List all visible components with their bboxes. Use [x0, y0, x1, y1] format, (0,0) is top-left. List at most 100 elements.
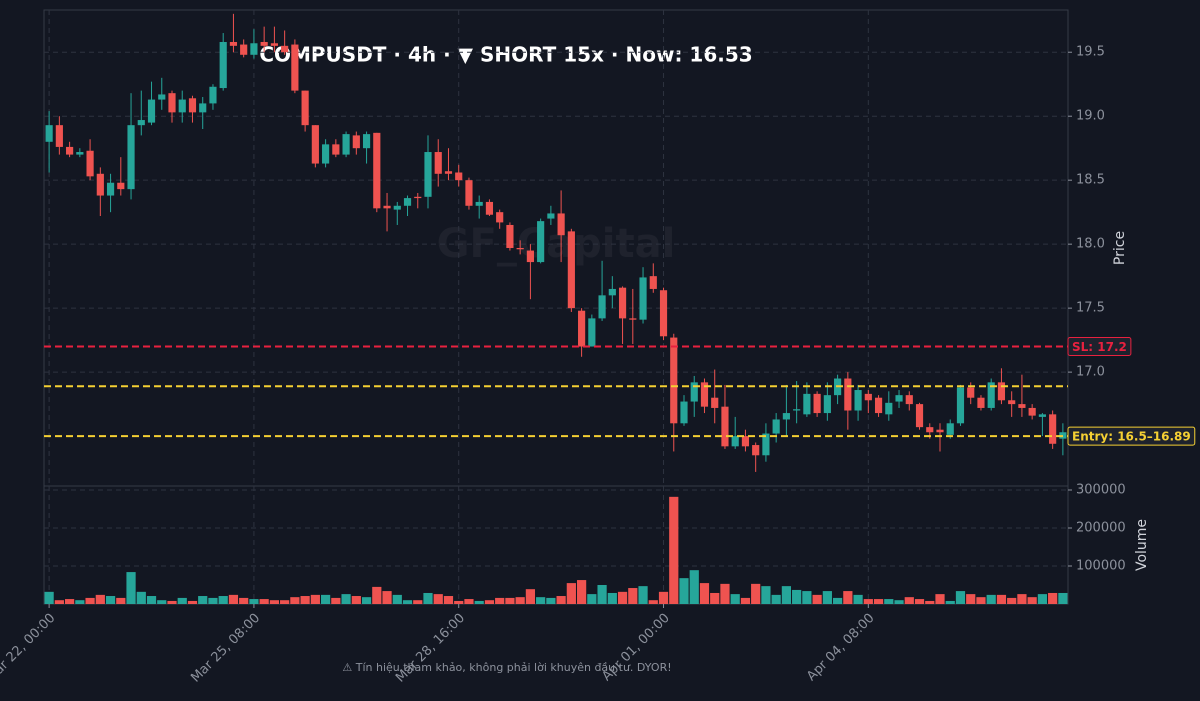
candle-body — [322, 144, 330, 164]
volume-bar — [873, 599, 884, 604]
candle-body — [158, 94, 166, 100]
volume-bar — [607, 592, 617, 604]
candle-body — [352, 135, 360, 149]
y-tick-label: 17.0 — [1076, 365, 1105, 380]
volume-bar — [822, 591, 832, 604]
volume-bar — [894, 600, 904, 604]
candle-body — [946, 423, 954, 435]
candle-body — [782, 413, 790, 420]
candle-body — [813, 393, 821, 414]
candle-body — [373, 132, 381, 209]
candle-body — [76, 152, 84, 155]
volume-bar — [341, 594, 351, 604]
volume-bar — [976, 597, 986, 604]
volume-bar — [372, 586, 382, 604]
candle-body — [393, 205, 401, 210]
volume-bar — [771, 594, 781, 604]
candle-body — [434, 152, 442, 174]
candle-body — [752, 445, 760, 456]
candle-body — [137, 120, 145, 126]
candle-body — [301, 90, 309, 126]
entry-label: Entry: 16.5–16.89 — [1072, 430, 1191, 444]
volume-bar — [474, 600, 484, 604]
volume-bar — [136, 591, 146, 604]
volume-bar — [536, 597, 546, 604]
volume-bar — [689, 570, 699, 604]
volume-bar — [228, 594, 239, 604]
candle-body — [680, 401, 688, 424]
volume-bar — [402, 600, 413, 604]
candle-body — [66, 146, 74, 155]
volume-bar — [126, 572, 136, 604]
volume-bar — [925, 600, 935, 604]
candle-body — [967, 387, 975, 398]
volume-bar — [720, 583, 730, 604]
candle-body — [229, 41, 238, 46]
volume-bar — [105, 596, 116, 604]
candle-body — [926, 427, 934, 433]
volume-bar — [699, 583, 710, 604]
candle-body — [711, 397, 719, 408]
volume-bar — [792, 589, 802, 604]
volume-bar — [515, 597, 525, 604]
volume-bar — [1017, 594, 1027, 604]
y-tick-label: 18.5 — [1076, 173, 1105, 188]
candle-body — [700, 382, 709, 407]
volume-tick-label: 100000 — [1076, 558, 1126, 573]
candle-body — [444, 171, 453, 174]
candle-body — [209, 86, 217, 104]
candle-body — [260, 41, 268, 46]
volume-bar — [730, 594, 740, 604]
volume-bar — [1037, 594, 1048, 604]
candle-body — [741, 436, 750, 447]
candle-body — [414, 196, 422, 199]
volume-bar — [75, 600, 85, 604]
candle-body — [281, 45, 289, 53]
volume-bar — [157, 600, 167, 604]
candle-body — [537, 221, 545, 263]
volume-bar — [198, 596, 208, 604]
candle-body — [721, 406, 729, 447]
volume-bar — [884, 599, 894, 604]
volume-bar — [617, 591, 628, 604]
candle-body — [168, 93, 176, 113]
candle-body — [649, 276, 657, 289]
volume-bar — [505, 597, 515, 604]
volume-bar — [966, 594, 976, 604]
volume-bar — [679, 578, 689, 604]
candle-body — [485, 201, 494, 215]
y-tick-label: 19.5 — [1076, 45, 1105, 60]
chart-title: COMPUSDT · 4h · ▼ SHORT 15x · Now: 16.53 — [259, 43, 752, 67]
candle-body — [690, 382, 698, 402]
volume-bar — [54, 600, 64, 604]
candle-body — [618, 287, 627, 319]
volume-bar — [945, 600, 955, 604]
candle-body — [496, 212, 504, 223]
volume-bar — [464, 599, 474, 604]
candle-body — [147, 99, 156, 123]
volume-bar — [781, 586, 792, 604]
volume-tick-label: 200000 — [1076, 520, 1126, 535]
y-axis-label: Price — [1112, 231, 1128, 265]
candle-body — [86, 150, 94, 177]
candle-body — [731, 436, 739, 447]
candle-body — [823, 395, 831, 414]
volume-bar — [863, 599, 873, 604]
volume-bar — [331, 597, 341, 604]
volume-axis-label: Volume — [1134, 519, 1150, 571]
candle-body — [311, 125, 319, 164]
volume-bar — [843, 591, 853, 604]
candle-body — [895, 395, 903, 402]
candle-body — [1018, 404, 1026, 408]
volume-bar — [64, 599, 75, 604]
candle-body — [270, 43, 278, 46]
candle-body — [659, 290, 668, 337]
volume-bar — [525, 589, 536, 604]
candle-body — [424, 152, 432, 197]
candle-body — [1038, 414, 1046, 417]
candle-body — [567, 231, 575, 309]
volume-bar — [556, 596, 566, 604]
stop-loss-label-box — [1067, 337, 1132, 357]
volume-bar — [218, 596, 228, 604]
